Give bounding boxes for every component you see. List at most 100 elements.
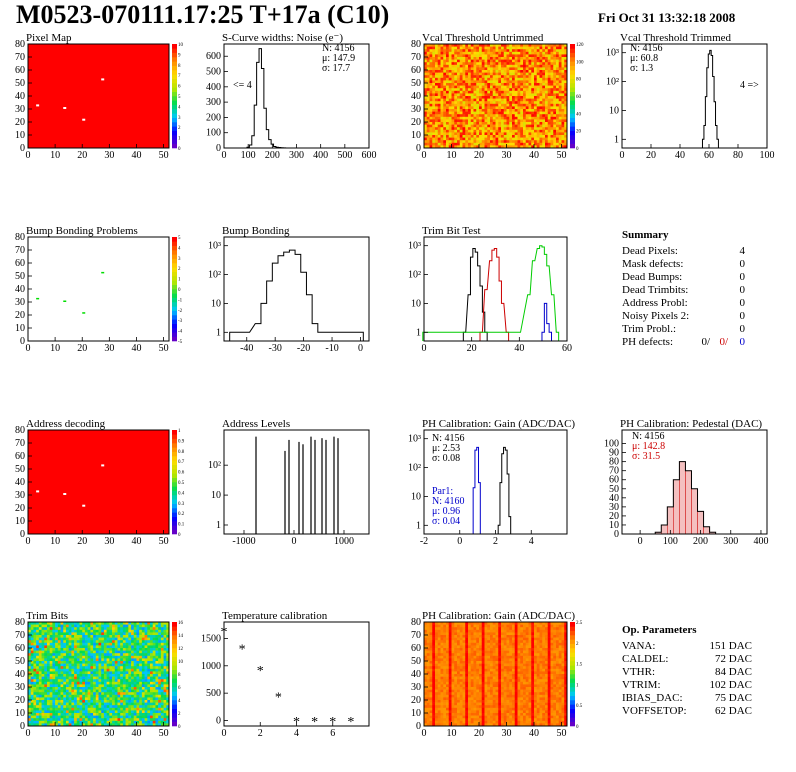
trim_bits-cell xyxy=(95,637,99,641)
trim_bits-cell xyxy=(150,663,154,667)
trim_bits-cell xyxy=(109,684,113,688)
vcal_untrimmed-cell xyxy=(479,137,483,141)
vcal_untrimmed-cell xyxy=(536,98,540,102)
trim_bits-cell xyxy=(152,637,156,641)
trim_bits-cell xyxy=(152,622,156,625)
trim_bits-cell xyxy=(139,635,143,638)
bump_problems-zscale-cell xyxy=(172,254,177,259)
trim_bits-cell xyxy=(30,622,34,625)
trim_bits-cell xyxy=(128,645,132,649)
vcal_untrimmed-cell xyxy=(446,70,450,73)
ph_gain_map-cell xyxy=(440,674,444,677)
trim_bits-cell xyxy=(28,676,32,680)
trim_bits-cell xyxy=(79,650,83,654)
vcal_untrimmed-cell xyxy=(536,88,540,92)
trim_bits-cell xyxy=(139,658,143,662)
trim_bits-cell xyxy=(90,684,94,688)
vcal_untrimmed-cell xyxy=(451,96,455,99)
trim_bits-cell xyxy=(103,723,107,727)
vcal_untrimmed-cell xyxy=(432,114,436,118)
vcal_untrimmed-cell xyxy=(479,145,483,149)
vcal_untrimmed-cell xyxy=(435,142,439,146)
vcal_untrimmed-cell xyxy=(435,72,439,76)
ph_gain_map-cell xyxy=(432,718,436,722)
trim_bits-cell xyxy=(71,632,75,636)
vcal_untrimmed-cell xyxy=(545,106,549,110)
trim_bits-cell xyxy=(125,640,129,644)
vcal_untrimmed-cell xyxy=(426,62,430,66)
trim_bits-cell xyxy=(139,694,143,698)
vcal_untrimmed-cell xyxy=(457,135,461,138)
vcal_untrimmed-cell xyxy=(432,67,436,71)
trim_bits-cell xyxy=(101,666,105,670)
vcal_untrimmed-cell xyxy=(514,142,518,146)
vcal_untrimmed-cell xyxy=(564,106,568,110)
trim_bits-cell xyxy=(52,650,56,654)
vcal_untrimmed-cell xyxy=(512,127,516,131)
trim_bits-cell xyxy=(160,674,164,677)
trim_bits-cell xyxy=(125,653,129,657)
vcal_untrimmed-cell xyxy=(462,142,466,146)
vcal_untrimmed-zscale-label: 120 xyxy=(576,43,584,48)
trim_bit_test-ytick-label: 10 xyxy=(411,298,421,309)
vcal_untrimmed-cell xyxy=(528,59,532,63)
vcal_untrimmed-cell xyxy=(506,127,510,131)
trim_bits-cell xyxy=(63,629,67,633)
vcal_untrimmed-cell xyxy=(498,70,502,73)
trim_bits-cell xyxy=(158,674,162,677)
scurve-xtick-label: 300 xyxy=(289,150,304,161)
vcal_untrimmed-cell xyxy=(506,140,510,144)
trim_bits-cell xyxy=(63,624,67,628)
trim_bits-cell xyxy=(71,679,75,683)
trim_bits-cell xyxy=(109,642,113,646)
ph_gain_map-cell xyxy=(426,713,430,716)
trim_bits-cell xyxy=(44,632,48,636)
trim_bits-cell xyxy=(84,668,88,672)
trim_bits-cell xyxy=(103,658,107,662)
trim_bits-cell xyxy=(84,715,88,719)
vcal_untrimmed-cell xyxy=(553,46,557,50)
vcal_untrimmed-cell xyxy=(539,57,543,60)
vcal_untrimmed-cell xyxy=(457,93,461,97)
vcal_untrimmed-cell xyxy=(561,64,565,68)
trim_bits-cell xyxy=(57,697,61,701)
trim_bits-cell xyxy=(133,681,137,685)
trim_bits-cell xyxy=(133,640,137,644)
temperature-xtick-label: 6 xyxy=(330,728,335,739)
trim_bits-cell xyxy=(160,720,164,724)
address_decoding-xtick-label: 0 xyxy=(26,536,31,547)
vcal_untrimmed-cell xyxy=(539,93,543,97)
vcal_untrimmed-cell xyxy=(440,77,444,81)
trim_bits-cell xyxy=(87,718,91,722)
vcal_untrimmed-cell xyxy=(426,75,430,79)
vcal_untrimmed-cell xyxy=(523,70,527,73)
trim_bits-cell xyxy=(101,700,105,703)
vcal_untrimmed-cell xyxy=(503,116,507,120)
vcal_untrimmed-cell xyxy=(517,77,521,81)
trim_bits-cell xyxy=(133,648,137,651)
vcal_untrimmed-cell xyxy=(462,119,466,123)
trim_bits-cell xyxy=(38,702,42,706)
address_decoding-zscale-cell xyxy=(172,447,177,452)
trim_bits-cell xyxy=(65,697,69,701)
ph_gain_map-cell xyxy=(440,700,444,703)
ph_gain_map-cell xyxy=(440,640,444,644)
vcal_untrimmed-cell xyxy=(547,142,551,146)
ph_gain_map-cell xyxy=(429,671,433,675)
vcal_untrimmed-cell xyxy=(512,93,516,97)
vcal_untrimmed-cell xyxy=(514,64,518,68)
trim_bits-cell xyxy=(41,705,45,709)
vcal_untrimmed-cell xyxy=(487,88,491,92)
trim_bits-cell xyxy=(144,713,148,716)
vcal_untrimmed-cell xyxy=(487,77,491,81)
trim_bits-cell xyxy=(147,715,151,719)
trim_bits-cell xyxy=(90,702,94,706)
vcal_trimmed-xtick-label: 60 xyxy=(704,150,714,161)
trim_bits-cell xyxy=(36,697,40,701)
trim_bits-cell xyxy=(147,650,151,654)
trim_bits-cell xyxy=(28,707,32,711)
ph_gain_map-cell xyxy=(424,622,428,625)
vcal_untrimmed-cell xyxy=(558,75,562,79)
trim_bits-cell xyxy=(68,640,72,644)
vcal_untrimmed-cell xyxy=(523,44,527,47)
